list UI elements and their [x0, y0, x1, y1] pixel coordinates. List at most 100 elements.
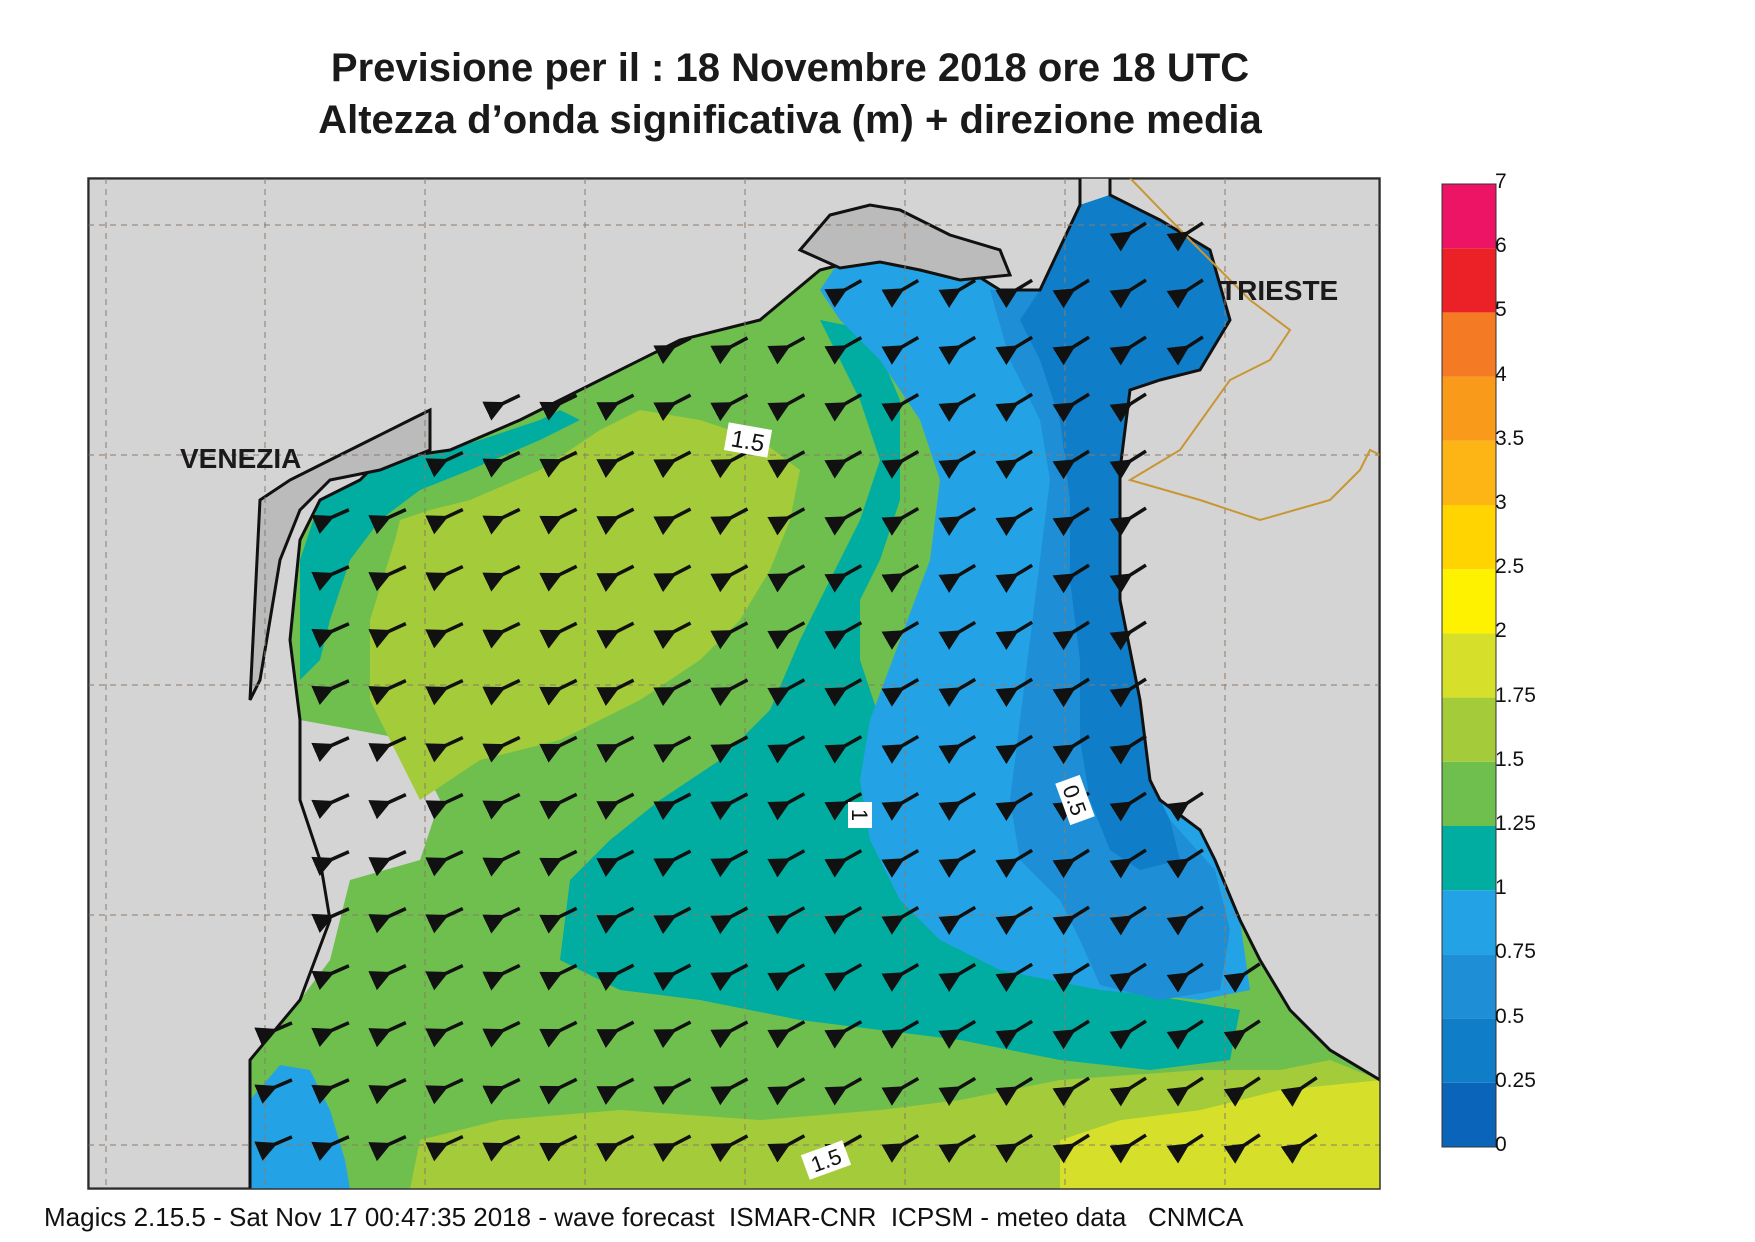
wave-arrow	[938, 506, 977, 536]
wave-arrow	[1166, 848, 1204, 879]
wave-arrow	[881, 564, 920, 593]
wave-arrow	[1109, 677, 1147, 708]
wave-arrow	[653, 849, 692, 878]
legend-label: 0	[1495, 1133, 1507, 1156]
wave-arrow	[824, 450, 863, 479]
legend-label: 0.25	[1495, 1068, 1536, 1092]
wave-arrow	[767, 393, 806, 422]
wave-arrow	[539, 621, 578, 649]
wave-arrow	[254, 1078, 293, 1104]
wave-arrow	[995, 734, 1034, 765]
map-title: Previsione per il : 18 Novembre 2018 ore…	[330, 46, 1250, 90]
wave-arrow	[824, 735, 863, 764]
legend-swatch	[1442, 826, 1496, 891]
wave-arrow	[1109, 221, 1147, 252]
wave-arrow	[710, 1134, 749, 1163]
wave-arrow	[938, 278, 977, 308]
wave-arrow	[311, 850, 350, 877]
wave-arrow	[482, 1134, 521, 1162]
wave-arrow	[596, 621, 635, 649]
wave-arrow	[824, 336, 863, 365]
wave-arrow	[539, 507, 578, 535]
border-line	[1127, 178, 1380, 522]
wave-arrow	[824, 678, 863, 707]
wave-arrow	[653, 564, 692, 593]
wave-arrow	[368, 793, 407, 820]
wave-arrow	[995, 278, 1034, 309]
legend-swatch	[1442, 1082, 1496, 1147]
wave-arrow	[995, 677, 1034, 708]
wave-arrow	[482, 564, 521, 592]
wave-arrow	[767, 336, 806, 365]
wave-arrow	[881, 849, 920, 878]
wave-arrow	[881, 450, 920, 479]
wave-arrow	[596, 678, 635, 706]
legend-swatch	[1442, 569, 1496, 634]
wave-arrow	[824, 1020, 863, 1049]
legend-swatch	[1442, 761, 1496, 826]
wave-arrow	[1052, 335, 1090, 366]
legend-label: 6	[1495, 234, 1507, 258]
wave-arrow	[824, 906, 863, 935]
wave-arrow	[767, 621, 806, 650]
wave-arrow	[368, 850, 407, 877]
wave-arrow	[767, 963, 806, 992]
wave-arrow	[596, 450, 635, 478]
wave-arrow	[539, 450, 578, 478]
wave-arrow	[767, 906, 806, 935]
svg-text:1: 1	[847, 809, 872, 821]
wave-arrow	[938, 1076, 977, 1106]
wave-arrow	[425, 564, 464, 592]
wave-arrow	[710, 336, 749, 365]
wave-arrow	[1052, 278, 1090, 309]
wave-arrow	[254, 1021, 293, 1047]
wave-arrow	[995, 962, 1034, 993]
wave-arrow	[881, 735, 920, 764]
wave-arrow	[653, 792, 692, 821]
wave-arrow	[710, 963, 749, 992]
wave-arrow	[1166, 1019, 1204, 1050]
wave-arrow	[1109, 392, 1147, 423]
contour-band-1-5-south	[410, 1060, 1380, 1189]
wave-arrow	[425, 906, 464, 934]
wave-arrow	[1223, 1019, 1261, 1050]
wave-arrow	[311, 622, 350, 649]
legend-label: 2	[1495, 619, 1507, 643]
wave-arrow	[482, 792, 521, 820]
wave-arrow	[710, 507, 749, 536]
wave-arrow	[368, 1021, 407, 1048]
wave-arrow	[653, 678, 692, 707]
wave-arrow	[710, 564, 749, 593]
wave-arrow	[653, 336, 692, 365]
wave-arrow	[425, 507, 464, 535]
city-label-trieste: TRIESTE	[1220, 275, 1338, 306]
wave-arrow	[311, 565, 350, 592]
legend-label: 5	[1495, 298, 1507, 322]
venice-lagoon	[248, 407, 432, 701]
wave-arrow	[596, 906, 635, 934]
wave-arrow	[1166, 1076, 1204, 1107]
wave-arrow	[1166, 791, 1204, 822]
wave-arrow	[824, 963, 863, 992]
contour-band-1	[560, 320, 1240, 1070]
wave-arrow	[881, 678, 920, 707]
wave-arrow	[1109, 791, 1147, 822]
wave-arrow	[482, 393, 521, 421]
wave-arrow	[1109, 962, 1147, 993]
wave-arrow	[425, 678, 464, 706]
wave-arrow	[539, 564, 578, 592]
wave-arrow	[482, 678, 521, 706]
wave-arrow	[425, 1020, 464, 1048]
wave-arrow	[767, 678, 806, 707]
wave-arrow	[1052, 848, 1090, 879]
wave-arrow	[1052, 962, 1090, 993]
wave-arrow	[881, 1077, 920, 1106]
legend-swatch	[1442, 505, 1496, 570]
wave-arrow	[1052, 506, 1090, 537]
wave-arrow	[1280, 1133, 1318, 1164]
wave-arrow	[938, 392, 977, 422]
wave-arrow	[1166, 1133, 1204, 1164]
wave-arrow	[1109, 620, 1147, 651]
wave-arrow	[1223, 1076, 1261, 1107]
legend-label: 1.5	[1495, 747, 1525, 771]
